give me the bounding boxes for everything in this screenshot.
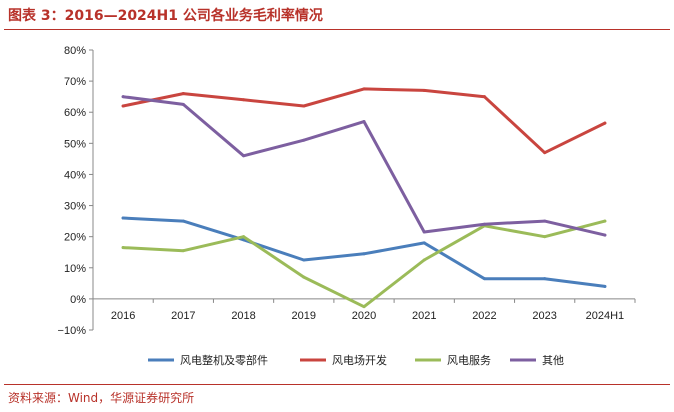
x-tick-label: 2018 — [231, 310, 255, 322]
data-point — [362, 305, 366, 309]
data-point — [121, 216, 125, 220]
y-tick-label: 80% — [64, 45, 86, 57]
data-point — [362, 87, 366, 91]
legend-label: 风电服务 — [447, 354, 491, 367]
y-tick-label: 20% — [64, 232, 86, 244]
data-point — [543, 219, 547, 223]
data-point — [181, 249, 185, 253]
x-tick-label: 2017 — [171, 310, 195, 322]
data-point — [242, 154, 246, 158]
data-point — [482, 277, 486, 281]
x-tick-label: 2022 — [472, 310, 496, 322]
legend-label: 风电场开发 — [332, 353, 387, 367]
data-point — [543, 235, 547, 239]
data-point — [242, 98, 246, 102]
data-point — [482, 222, 486, 226]
data-point — [422, 258, 426, 262]
data-point — [302, 275, 306, 279]
source-note: 资料来源：Wind，华源证券研究所 — [8, 391, 195, 405]
x-tick-label: 2019 — [292, 310, 316, 322]
x-tick-label: 2016 — [111, 310, 135, 322]
data-point — [543, 277, 547, 281]
data-point — [603, 121, 607, 125]
data-point — [482, 95, 486, 99]
data-point — [362, 120, 366, 124]
x-tick-label: 2021 — [412, 310, 436, 322]
data-point — [422, 88, 426, 92]
x-tick-label: 2024H1 — [586, 310, 625, 322]
legend-label: 其他 — [542, 354, 564, 367]
data-point — [121, 104, 125, 108]
legend-label: 风电整机及零部件 — [180, 353, 268, 367]
y-tick-label: −10% — [58, 325, 87, 337]
top-rule — [4, 29, 670, 30]
data-point — [422, 241, 426, 245]
data-point — [543, 151, 547, 155]
series-line-4 — [121, 95, 607, 237]
data-point — [302, 258, 306, 262]
chart-title: 图表 3：2016—2024H1 公司各业务毛利率情况 — [8, 8, 323, 24]
data-point — [242, 235, 246, 239]
y-tick-label: 10% — [64, 263, 86, 275]
data-point — [242, 238, 246, 242]
data-point — [302, 104, 306, 108]
y-tick-label: 50% — [64, 138, 86, 150]
y-tick-label: 60% — [64, 107, 86, 119]
x-tick-label: 2023 — [532, 310, 556, 322]
data-point — [302, 138, 306, 142]
data-point — [603, 219, 607, 223]
data-point — [121, 95, 125, 99]
data-point — [181, 219, 185, 223]
bottom-rule — [4, 384, 670, 385]
data-point — [121, 246, 125, 250]
series-line-3 — [121, 219, 607, 309]
data-point — [422, 230, 426, 234]
data-point — [603, 233, 607, 237]
y-tick-label: 70% — [64, 76, 86, 88]
series-line-1 — [121, 216, 607, 288]
line-chart: 80% 70% 60% 50% 40% 30% 20% 10% 0% −10% 2016 2017 20… — [58, 45, 636, 367]
y-tick-label: 40% — [64, 169, 86, 181]
x-tick-label: 2020 — [352, 310, 376, 322]
y-tick-label: 30% — [64, 201, 86, 213]
data-point — [181, 102, 185, 106]
y-tick-label: 0% — [70, 294, 86, 306]
data-point — [181, 92, 185, 96]
data-point — [603, 284, 607, 288]
data-point — [362, 252, 366, 256]
